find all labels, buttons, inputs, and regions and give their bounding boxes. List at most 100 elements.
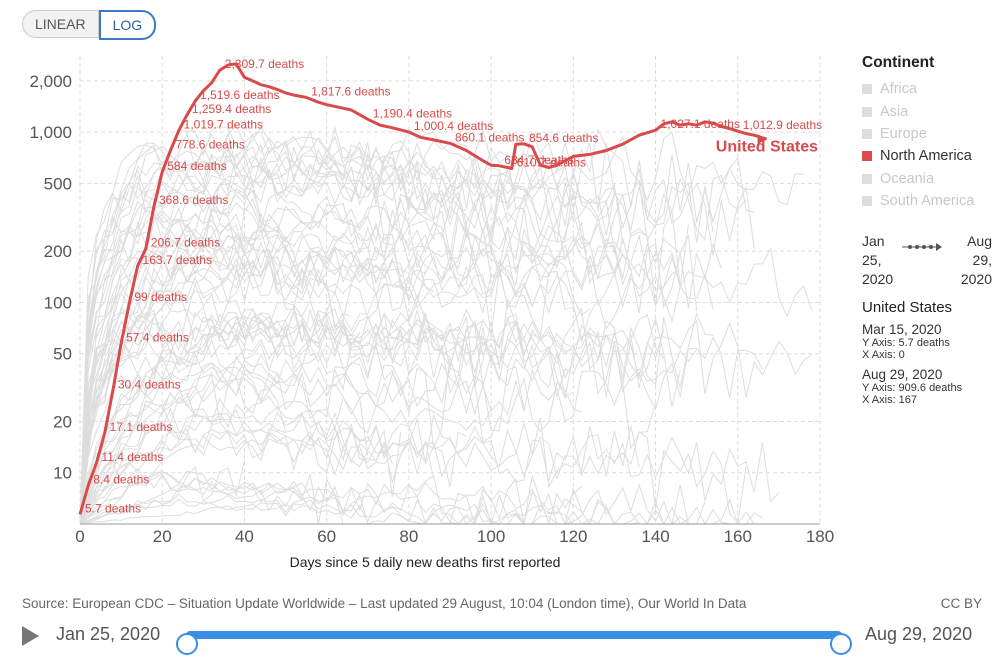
- background-series-line: [79, 222, 558, 525]
- background-series-line: [79, 131, 459, 525]
- legend-item-south-america[interactable]: South America: [862, 190, 992, 212]
- data-label: 1,019.7 deaths: [184, 118, 263, 132]
- linear-scale-button[interactable]: LINEAR: [22, 10, 99, 38]
- background-series-line: [79, 320, 763, 525]
- date-range-start: Jan 25, 2020: [862, 233, 894, 288]
- background-series-line: [79, 392, 393, 525]
- background-series-line: [79, 267, 426, 525]
- y-tick-label: 2,000: [29, 72, 72, 91]
- background-series-line: [79, 187, 262, 525]
- chart-grid: [79, 56, 821, 524]
- legend-label: Asia: [880, 103, 909, 120]
- legend-title: Continent: [862, 54, 935, 71]
- data-label: 1,817.6 deaths: [311, 84, 390, 98]
- x-tick-label: 100: [477, 527, 505, 546]
- arrow-right-icon: [902, 243, 942, 252]
- data-label: 11.4 deaths: [101, 450, 163, 464]
- x-tick-label: 180: [806, 527, 834, 546]
- license-link[interactable]: CC BY: [940, 596, 982, 611]
- y-tick-label: 500: [44, 174, 72, 193]
- y-tick-label: 20: [53, 412, 72, 431]
- data-label: 1,259.4 deaths: [192, 102, 271, 116]
- chart-footer: Source: European CDC – Situation Update …: [22, 596, 982, 611]
- y-tick-label: 100: [44, 293, 72, 312]
- y-tick-label: 50: [53, 345, 72, 364]
- legend-list: Africa Asia Europe North America Oceania Sout…: [862, 78, 992, 212]
- background-series-line: [79, 474, 582, 525]
- data-label: 610.7 deaths: [517, 156, 586, 170]
- background-series-line: [79, 309, 361, 525]
- source-note: Source: European CDC – Situation Update …: [22, 596, 747, 611]
- x-tick-label: 120: [559, 527, 587, 546]
- background-series-line: [79, 429, 747, 525]
- background-series-line: [79, 262, 714, 525]
- highlighted-series: [78, 62, 768, 515]
- background-series-line: [79, 143, 624, 525]
- timeline-start-label: Jan 25, 2020: [56, 624, 161, 644]
- data-label: 1,190.4 deaths: [373, 106, 452, 120]
- data-label: 163.7 deaths: [143, 253, 212, 267]
- background-series-line: [79, 124, 352, 525]
- data-label: 206.7 deaths: [151, 236, 220, 250]
- legend-swatch: [862, 128, 872, 139]
- data-label: 57.4 deaths: [126, 330, 189, 344]
- selected-country: United States: [862, 299, 953, 317]
- timeline-slider[interactable]: [176, 631, 852, 655]
- data-label: 5.7 deaths: [85, 501, 141, 515]
- data-label: 634.7 deaths: [504, 153, 573, 167]
- x-tick-label: 140: [641, 527, 669, 546]
- timeline-start-handle[interactable]: [176, 633, 198, 655]
- legend-item-europe[interactable]: Europe: [862, 123, 992, 145]
- log-scale-button[interactable]: LOG: [98, 10, 157, 40]
- legend-label: North America: [880, 148, 972, 165]
- start-x-value: X Axis: 0: [862, 349, 905, 362]
- legend-item-oceania[interactable]: Oceania: [862, 168, 992, 190]
- play-icon[interactable]: [22, 626, 39, 646]
- united-states-series-line: [78, 62, 768, 515]
- background-series-line: [79, 250, 352, 525]
- data-label: 1,012.9 deaths: [743, 118, 822, 132]
- legend-swatch: [862, 151, 872, 162]
- line-chart: 0 20 40 60 80 100 120 140 160 180 10 20 50 100 200 500 1…: [29, 56, 834, 570]
- legend-swatch: [862, 196, 872, 207]
- legend-item-asia[interactable]: Asia: [862, 100, 992, 122]
- data-label: 854.6 deaths: [529, 131, 598, 145]
- legend-item-africa[interactable]: Africa: [862, 78, 992, 100]
- timeline-end-handle[interactable]: [830, 633, 852, 655]
- background-series-line: [79, 498, 763, 526]
- date-range-end: Aug 29, 2020: [960, 233, 992, 288]
- legend-label: Africa: [880, 81, 918, 98]
- background-series-line: [79, 311, 665, 525]
- end-y-value: Y Axis: 909.6 deaths: [862, 382, 963, 395]
- background-series-line: [79, 221, 681, 525]
- legend-item-north-america[interactable]: North America: [862, 145, 992, 167]
- series-end-arrow: [757, 134, 767, 145]
- background-series-line: [79, 372, 278, 525]
- background-series-line: [79, 244, 434, 525]
- data-labels: 5.7 deaths 8.4 deaths 11.4 deaths 17.1 deat…: [85, 57, 822, 515]
- timeline-end-label: Aug 29, 2020: [865, 624, 973, 644]
- data-label: 778.6 deaths: [175, 138, 244, 152]
- start-info: Mar 15, 2020 Y Axis: 5.7 deaths X Axis: …: [862, 322, 992, 361]
- end-info: Aug 29, 2020 Y Axis: 909.6 deaths X Axis…: [862, 367, 992, 406]
- x-tick-label: 80: [399, 527, 418, 546]
- scale-toggle: LINEAR LOG: [22, 10, 157, 40]
- background-series-line: [79, 175, 467, 525]
- legend-label: South America: [880, 193, 975, 210]
- background-series-line: [79, 362, 657, 525]
- series-name-label: United States: [716, 139, 818, 156]
- background-series: [79, 124, 813, 526]
- x-tick-label: 60: [317, 527, 336, 546]
- start-date: Mar 15, 2020: [862, 322, 942, 338]
- background-series-line: [79, 485, 583, 526]
- background-series-line: [79, 164, 755, 525]
- background-series-line: [79, 140, 615, 525]
- legend-swatch: [862, 84, 872, 95]
- data-label: 860.1 deaths: [455, 130, 524, 144]
- background-series-line: [79, 354, 369, 525]
- background-series-line: [79, 162, 714, 525]
- background-series-line: [79, 254, 681, 525]
- chart-axes: 0 20 40 60 80 100 120 140 160 180 10 20 50 100 200 500 1…: [29, 72, 834, 546]
- data-label: 368.6 deaths: [159, 193, 228, 207]
- end-x-value: X Axis: 167: [862, 394, 918, 407]
